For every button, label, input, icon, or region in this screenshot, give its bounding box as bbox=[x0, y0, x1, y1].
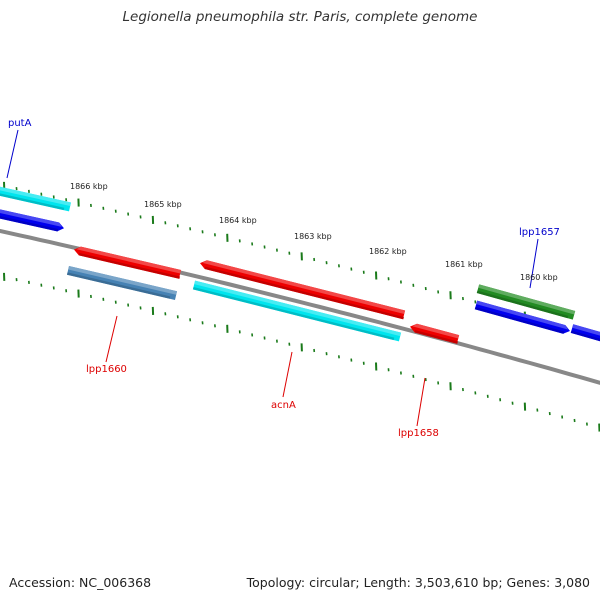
gene-label-acnA[interactable]: acnA bbox=[271, 400, 296, 411]
scale-label: 1865 kbp bbox=[144, 200, 182, 209]
scale-label: 1863 kbp bbox=[294, 232, 332, 241]
gene-label-lpp1660[interactable]: lpp1660 bbox=[86, 364, 127, 375]
gene-label-lpp1657[interactable]: lpp1657 bbox=[519, 227, 560, 238]
scale-labels: 1866 kbp 1865 kbp 1864 kbp 1863 kbp 1862 kbp… bbox=[70, 182, 558, 282]
scale-label: 1861 kbp bbox=[445, 260, 483, 269]
genome-summary-text: Topology: circular; Length: 3,503,610 bp… bbox=[246, 575, 590, 590]
scale-ticks-lower bbox=[3, 272, 600, 432]
scale-label: 1860 kbp bbox=[520, 273, 558, 282]
lpp1660-gene[interactable] bbox=[73, 245, 182, 279]
label-pointers bbox=[6, 129, 539, 427]
scale-label: 1866 kbp bbox=[70, 182, 108, 191]
lpp1660-cds[interactable] bbox=[66, 266, 178, 300]
gene-label-lpp1658[interactable]: lpp1658 bbox=[398, 428, 439, 439]
lpp1658-pointer bbox=[416, 377, 426, 427]
lpp1660-pointer bbox=[105, 315, 118, 363]
next-gene[interactable] bbox=[570, 324, 600, 344]
acnA-pointer bbox=[282, 351, 293, 398]
putA-gene[interactable] bbox=[0, 207, 65, 232]
scale-label: 1864 kbp bbox=[219, 216, 257, 225]
putA-cds[interactable] bbox=[0, 184, 71, 212]
scale-label: 1862 kbp bbox=[369, 247, 407, 256]
lpp1657-gene[interactable] bbox=[474, 300, 571, 336]
acnA-gene[interactable] bbox=[199, 259, 406, 320]
gene-labels: putA lpp1657 lpp1660 acnA lpp1658 bbox=[8, 118, 560, 439]
gene-label-putA[interactable]: putA bbox=[8, 118, 32, 129]
lpp1657-pointer bbox=[529, 238, 539, 289]
putA-pointer bbox=[6, 129, 19, 179]
map-title: Legionella pneumophila str. Paris, compl… bbox=[122, 9, 478, 25]
lpp1658-gene[interactable] bbox=[409, 322, 460, 344]
accession-text: Accession: NC_006368 bbox=[9, 575, 152, 590]
feature-track bbox=[0, 184, 600, 344]
lpp1657-cds[interactable] bbox=[476, 284, 576, 320]
acnA-cds[interactable] bbox=[192, 280, 402, 342]
